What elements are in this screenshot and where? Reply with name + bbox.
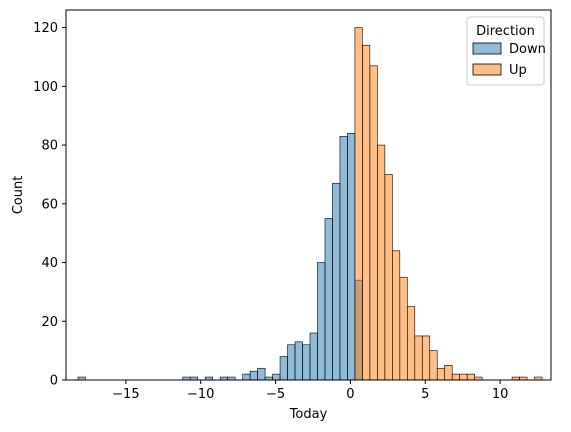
bar-down-19 bbox=[339, 135, 348, 381]
bar-up-2 bbox=[369, 65, 378, 381]
bar-down-7 bbox=[249, 370, 258, 381]
legend-title: Direction bbox=[476, 24, 535, 39]
bar-down-16 bbox=[317, 262, 326, 381]
bar-down-17 bbox=[324, 218, 333, 381]
bar-down-18 bbox=[332, 182, 341, 381]
x-axis-ticks: −15 −10 −5 0 5 10 bbox=[112, 380, 508, 402]
legend-swatch-up bbox=[472, 63, 502, 76]
legend: Direction Down Up bbox=[466, 16, 546, 86]
bar-down-6 bbox=[242, 373, 251, 381]
series-up-bars bbox=[354, 27, 543, 381]
x-tick-label: −15 bbox=[112, 387, 139, 402]
x-tick-label: 5 bbox=[421, 387, 429, 402]
y-axis-label: Count bbox=[11, 176, 26, 215]
legend-label-up: Up bbox=[509, 63, 527, 78]
bar-up-1 bbox=[362, 44, 371, 381]
bar-down-12 bbox=[287, 344, 296, 381]
axes bbox=[65, 9, 552, 381]
y-tick-label: 100 bbox=[33, 80, 58, 95]
x-axis-label: Today bbox=[289, 407, 328, 422]
bar-down-13 bbox=[294, 341, 303, 381]
x-tick-label: −5 bbox=[266, 387, 285, 402]
y-tick-label: 20 bbox=[41, 315, 58, 330]
bar-down-20 bbox=[347, 133, 356, 381]
bar-up-6 bbox=[399, 276, 408, 381]
plot-frame bbox=[65, 9, 552, 381]
y-axis-ticks: 0 20 40 60 80 100 120 bbox=[33, 21, 66, 389]
y-tick-label: 120 bbox=[33, 21, 58, 36]
bar-up-9 bbox=[421, 335, 431, 381]
series-down-bars bbox=[77, 133, 363, 381]
y-tick-label: 0 bbox=[50, 374, 58, 389]
bar-up-0 bbox=[354, 27, 363, 381]
bar-down-14 bbox=[302, 344, 311, 381]
x-tick-label: 0 bbox=[346, 387, 354, 402]
bar-up-14 bbox=[459, 373, 468, 381]
legend-label-down: Down bbox=[509, 42, 546, 57]
bar-up-15 bbox=[466, 373, 475, 381]
bar-down-11 bbox=[279, 356, 288, 381]
bar-up-13 bbox=[451, 373, 460, 381]
bar-up-11 bbox=[436, 367, 446, 381]
bar-down-8 bbox=[257, 367, 266, 381]
bar-up-12 bbox=[444, 365, 453, 381]
y-tick-label: 80 bbox=[41, 139, 58, 154]
x-tick-label: −10 bbox=[187, 387, 214, 402]
bar-up-10 bbox=[429, 350, 438, 381]
bar-up-5 bbox=[392, 250, 401, 381]
y-tick-label: 40 bbox=[41, 256, 58, 271]
bar-down-10 bbox=[272, 373, 281, 381]
legend-swatch-down bbox=[472, 42, 502, 55]
bar-up-7 bbox=[406, 306, 416, 381]
bar-up-3 bbox=[377, 144, 386, 381]
bar-down-15 bbox=[309, 332, 318, 381]
y-tick-label: 60 bbox=[41, 197, 58, 212]
x-tick-label: 10 bbox=[492, 387, 509, 402]
bar-up-4 bbox=[384, 174, 393, 381]
bar-up-8 bbox=[414, 335, 423, 381]
